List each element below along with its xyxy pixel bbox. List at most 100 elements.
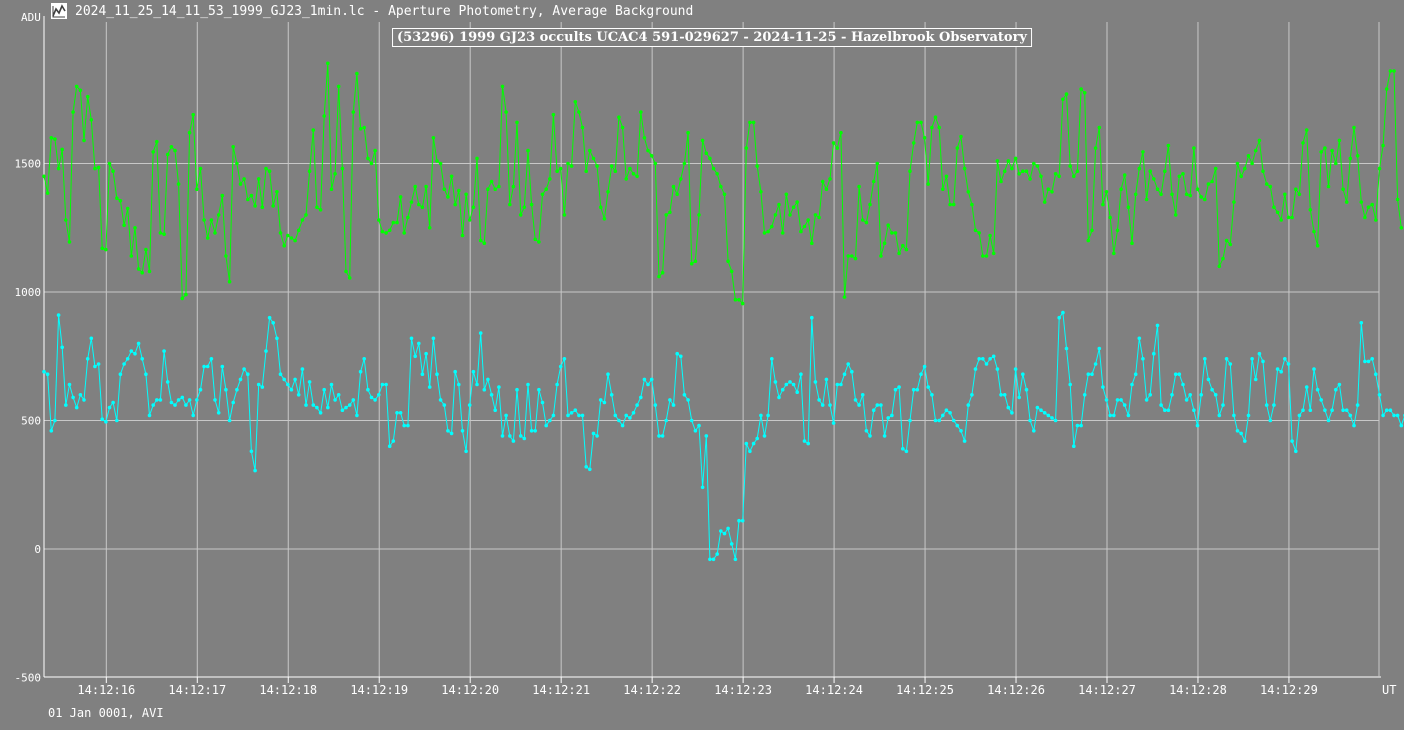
data-point: [726, 526, 730, 531]
x-tick-label: 14:12:29: [1260, 683, 1318, 697]
data-point: [322, 387, 327, 392]
data-point: [664, 418, 668, 423]
data-point: [1246, 413, 1251, 418]
data-point: [1232, 200, 1236, 204]
data-point: [402, 231, 407, 235]
data-point: [340, 166, 345, 171]
data-point: [708, 156, 712, 161]
data-point: [42, 174, 46, 179]
data-point: [1082, 91, 1087, 95]
series-1: [42, 61, 1404, 306]
data-point: [482, 241, 487, 245]
data-point: [868, 434, 872, 438]
data-point: [1152, 351, 1156, 356]
data-point: [1264, 182, 1269, 186]
data-point: [526, 148, 530, 153]
data-point: [1046, 187, 1051, 191]
data-point: [860, 393, 865, 397]
data-point: [1384, 87, 1389, 91]
data-point: [315, 205, 319, 209]
data-point: [1042, 411, 1047, 415]
data-point: [111, 169, 115, 173]
chart-title: (53296) 1999 GJ23 occults UCAC4 591-0296…: [392, 28, 1032, 47]
data-point: [933, 115, 938, 119]
data-point: [740, 301, 745, 306]
data-point: [358, 127, 363, 131]
data-point: [748, 120, 752, 125]
data-point: [1130, 382, 1134, 387]
data-point: [871, 179, 876, 184]
data-point: [1370, 202, 1374, 207]
data-point: [577, 413, 581, 418]
data-point: [1344, 200, 1349, 204]
data-point: [1072, 444, 1076, 449]
data-point: [991, 354, 996, 359]
data-point: [864, 220, 869, 225]
data-point: [1137, 336, 1142, 341]
data-point: [1348, 156, 1353, 161]
data-point: [518, 434, 523, 438]
data-point: [446, 429, 450, 433]
data-point: [1144, 197, 1149, 202]
data-point: [882, 241, 887, 245]
data-point: [78, 393, 83, 397]
data-point: [544, 187, 548, 191]
data-point: [340, 408, 345, 413]
data-point: [1010, 411, 1014, 415]
data-point: [558, 166, 563, 171]
data-point: [1301, 408, 1305, 413]
data-point: [366, 156, 370, 161]
data-point: [890, 413, 894, 418]
data-point: [1250, 357, 1254, 361]
data-point: [795, 200, 799, 204]
x-tick-label: 14:12:24: [805, 683, 863, 697]
data-point: [315, 405, 319, 410]
data-point: [1374, 218, 1378, 222]
data-point: [249, 193, 254, 198]
data-point: [715, 172, 719, 176]
data-point: [391, 439, 396, 443]
data-point: [1082, 393, 1087, 397]
data-point: [238, 377, 243, 382]
x-tick-label: 14:12:21: [532, 683, 590, 697]
data-point: [842, 295, 847, 299]
data-point: [260, 385, 265, 389]
data-point: [970, 202, 974, 207]
data-point: [220, 193, 225, 198]
data-point: [293, 238, 297, 243]
data-point: [962, 439, 967, 443]
data-point: [457, 382, 461, 387]
data-point: [275, 190, 279, 194]
data-point: [1163, 169, 1167, 173]
data-point: [1173, 372, 1178, 377]
data-point: [417, 341, 421, 346]
data-point: [991, 251, 996, 256]
data-point: [122, 362, 126, 366]
data-point: [886, 223, 890, 227]
data-point: [1315, 243, 1320, 248]
data-point: [1228, 242, 1233, 247]
data-point: [1199, 393, 1203, 397]
data-point: [1228, 362, 1233, 366]
data-point: [999, 393, 1003, 397]
data-point: [351, 398, 356, 402]
data-point: [304, 213, 308, 217]
data-point: [755, 164, 759, 168]
data-point: [1213, 166, 1218, 171]
data-point: [697, 423, 701, 428]
series-layer: [42, 61, 1404, 562]
data-point: [231, 400, 235, 405]
data-point: [224, 254, 228, 258]
data-point: [657, 434, 661, 438]
data-point: [515, 387, 519, 392]
data-point: [1061, 310, 1065, 315]
x-tick-label: 14:12:23: [714, 683, 772, 697]
data-point: [1341, 187, 1345, 191]
data-point: [1097, 125, 1102, 130]
data-point: [788, 380, 792, 384]
data-point: [1283, 192, 1287, 197]
data-point: [100, 246, 104, 251]
data-point: [1261, 359, 1265, 364]
data-point: [1366, 359, 1371, 364]
